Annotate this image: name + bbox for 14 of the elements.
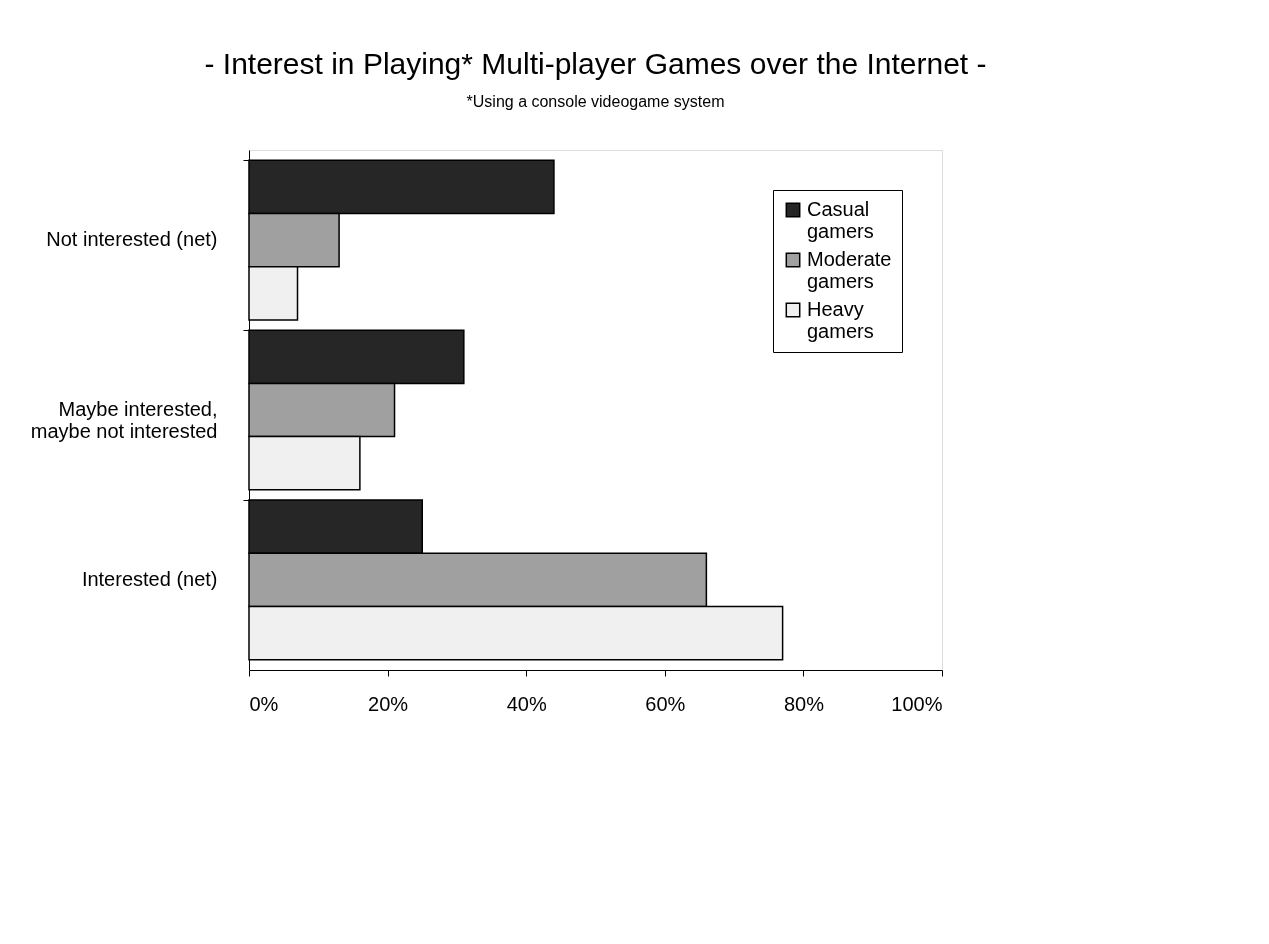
- x-tick-label: 40%: [506, 692, 547, 715]
- chart-title: - Interest in Playing* Multi-player Games over the Internet -: [204, 47, 987, 80]
- chart-subtitle: *Using a console videogame system: [466, 93, 725, 110]
- legend-label: Casual gamers: [807, 198, 874, 242]
- x-tick-label: 60%: [645, 692, 686, 715]
- y-tick-label: Maybe interested, maybe not interested: [30, 398, 218, 442]
- x-tick-label: 0%: [249, 692, 279, 715]
- legend-label: Moderate gamers: [807, 248, 892, 292]
- y-tick-label: Interested (net): [81, 567, 218, 590]
- legend-label: Heavy gamers: [807, 298, 874, 342]
- x-tick-label: 20%: [368, 692, 409, 715]
- x-tick-label: 100%: [891, 692, 943, 715]
- y-tick-label: Not interested (net): [46, 228, 218, 251]
- x-tick-label: 80%: [783, 692, 825, 715]
